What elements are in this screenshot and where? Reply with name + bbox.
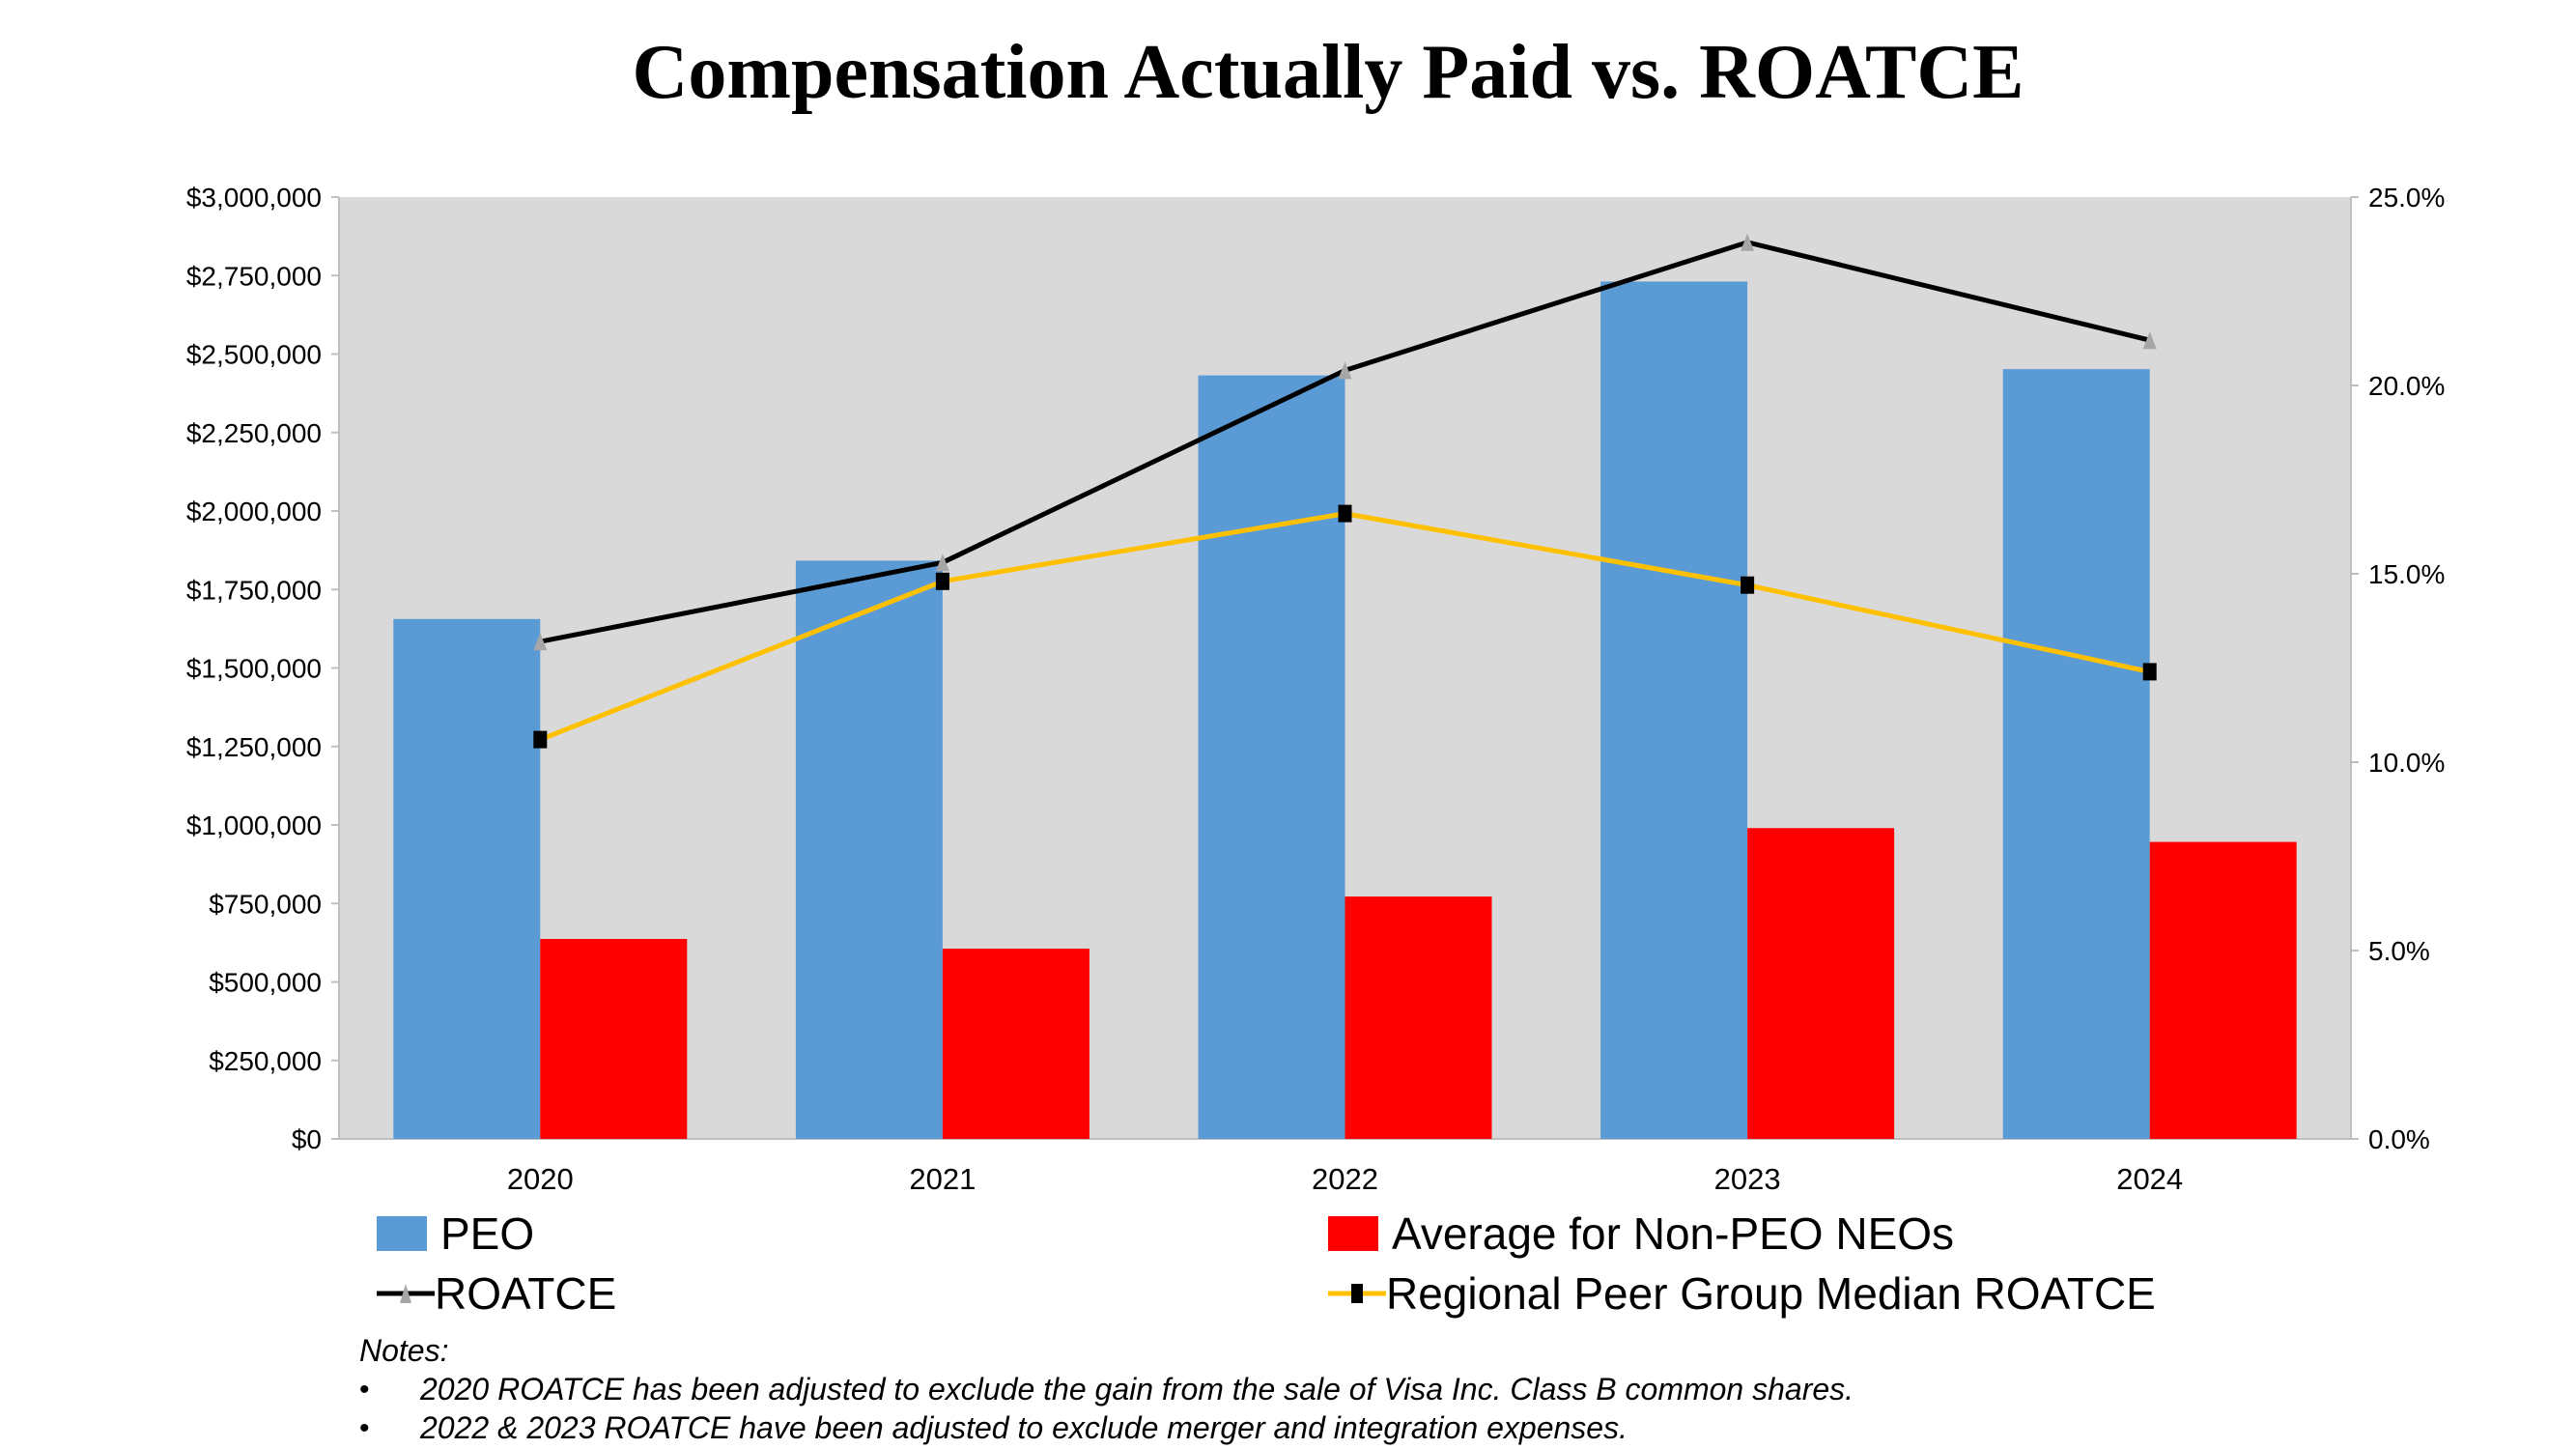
point-regional-peer-group-median-roatce — [1741, 576, 1755, 594]
note-item: 2022 & 2023 ROATCE have been adjusted to… — [420, 1410, 1628, 1445]
left-tick-label: $250,000 — [209, 1046, 322, 1076]
point-roatce — [2142, 331, 2157, 350]
bar-peo — [393, 618, 541, 1139]
legend-label: PEO — [440, 1208, 535, 1259]
x-tick-label: 2020 — [507, 1162, 574, 1196]
legend-line-square-icon — [1328, 1284, 1386, 1303]
point-regional-peer-group-median-roatce — [1338, 504, 1352, 523]
point-roatce — [1741, 233, 1755, 251]
legend-label: Regional Peer Group Median ROATCE — [1386, 1268, 2156, 1319]
left-tick-label: $1,250,000 — [186, 732, 322, 762]
right-tick-label: 20.0% — [2368, 371, 2445, 401]
right-tick-label: 5.0% — [2368, 936, 2430, 966]
left-tick-label: $2,750,000 — [186, 261, 322, 291]
bar-average-for-non-peo-neos — [1345, 896, 1492, 1139]
left-tick-label: $1,500,000 — [186, 654, 322, 684]
legend-label: ROATCE — [435, 1268, 617, 1319]
legend-peer: Regional Peer Group Median ROATCE — [1328, 1267, 2156, 1320]
legend-peo: PEO — [377, 1208, 534, 1260]
left-tick-label: $2,250,000 — [186, 418, 322, 448]
bullet: • — [359, 1374, 370, 1406]
right-tick-label: 10.0% — [2368, 748, 2445, 778]
bullet: • — [359, 1412, 370, 1444]
legend-roatce: ROATCE — [377, 1267, 616, 1320]
point-roatce — [1338, 361, 1352, 380]
bar-peo — [2002, 369, 2150, 1140]
bar-peo — [1600, 281, 1748, 1139]
point-regional-peer-group-median-roatce — [533, 730, 548, 749]
x-tick-label: 2024 — [2116, 1162, 2183, 1196]
legend-label: Average for Non-PEO NEOs — [1392, 1208, 1955, 1259]
right-tick-label: 0.0% — [2368, 1124, 2430, 1154]
legend-neo: Average for Non-PEO NEOs — [1328, 1208, 1954, 1260]
point-regional-peer-group-median-roatce — [2142, 663, 2157, 681]
right-tick-label: 25.0% — [2368, 183, 2445, 213]
left-tick-label: $3,000,000 — [186, 183, 322, 213]
bar-average-for-non-peo-neos — [942, 949, 1090, 1139]
x-tick-label: 2023 — [1714, 1162, 1781, 1196]
x-tick-label: 2022 — [1312, 1162, 1378, 1196]
notes-heading: Notes: — [359, 1333, 449, 1368]
left-tick-label: $2,000,000 — [186, 497, 322, 526]
left-tick-label: $2,500,000 — [186, 340, 322, 370]
left-tick-label: $750,000 — [209, 889, 322, 919]
chart-title: Compensation Actually Paid vs. ROATCE — [632, 30, 2024, 115]
bar-peo — [1198, 375, 1345, 1140]
point-roatce — [935, 554, 949, 572]
bar-peo — [795, 560, 943, 1139]
legend-line-triangle-icon — [377, 1284, 435, 1303]
left-tick-label: $1,750,000 — [186, 575, 322, 605]
left-tick-label: $0 — [292, 1124, 322, 1154]
right-tick-label: 15.0% — [2368, 559, 2445, 589]
legend-swatch-peo — [377, 1216, 427, 1251]
left-tick-label: $500,000 — [209, 968, 322, 998]
bar-average-for-non-peo-neos — [540, 938, 688, 1139]
point-roatce — [533, 633, 548, 651]
bar-average-for-non-peo-neos — [1747, 828, 1895, 1139]
legend-swatch-neo — [1328, 1216, 1378, 1251]
point-regional-peer-group-median-roatce — [935, 572, 949, 590]
note-item: 2020 ROATCE has been adjusted to exclude… — [420, 1372, 1854, 1406]
x-tick-label: 2021 — [909, 1162, 976, 1196]
bar-average-for-non-peo-neos — [2149, 841, 2297, 1139]
left-tick-label: $1,000,000 — [186, 810, 322, 840]
